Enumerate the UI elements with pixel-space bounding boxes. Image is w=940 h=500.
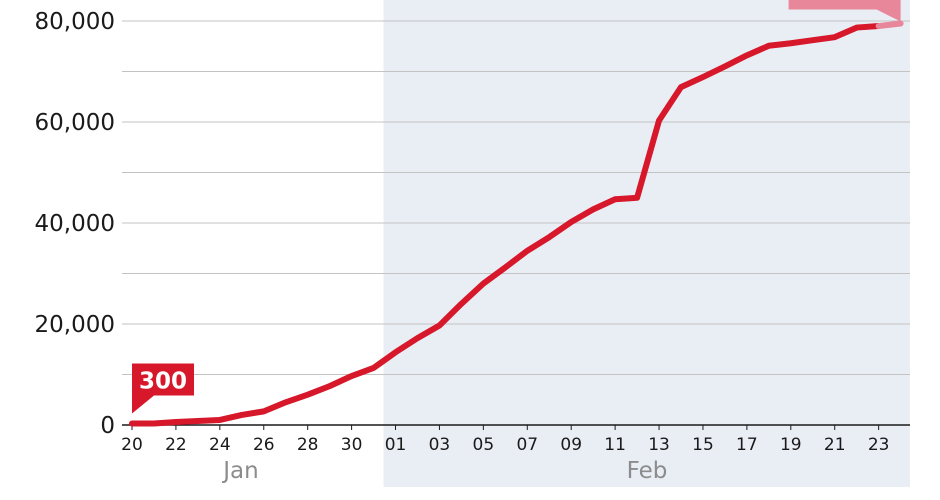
feb-shaded-region — [383, 0, 910, 487]
month-label-jan: Jan — [221, 458, 258, 484]
x-tick-label: 03 — [429, 435, 451, 455]
x-tick-label: 05 — [473, 435, 495, 455]
x-tick-label: 28 — [297, 435, 319, 455]
x-tick-label: 26 — [253, 435, 275, 455]
x-tick-label: 01 — [385, 435, 407, 455]
x-tick-label: 15 — [692, 435, 714, 455]
y-tick-label: 60,000 — [35, 110, 115, 136]
callout-start-value: 300 — [139, 368, 187, 394]
x-tick-label: 09 — [560, 435, 582, 455]
x-tick-label: 19 — [780, 435, 802, 455]
x-tick-label: 30 — [341, 435, 363, 455]
x-tick-label: 07 — [516, 435, 538, 455]
x-tick-label: 13 — [648, 435, 670, 455]
x-tick-label: 11 — [604, 435, 626, 455]
series-line — [129, 23, 882, 427]
y-tick-label: 40,000 — [35, 211, 115, 237]
series-line-latest-segment — [875, 20, 904, 30]
callout-end-bubble — [788, 0, 901, 22]
x-tick-label: 17 — [736, 435, 758, 455]
x-tick-label: 21 — [824, 435, 846, 455]
y-tick-label: 0 — [100, 413, 115, 439]
callout-start-bubble — [132, 363, 194, 414]
y-tick-label: 20,000 — [35, 312, 115, 338]
x-tick-label: 20 — [121, 435, 143, 455]
x-tick-label: 24 — [209, 435, 231, 455]
y-tick-label: 80,000 — [35, 9, 115, 35]
x-tick-label: 22 — [165, 435, 187, 455]
x-tick-label: 23 — [868, 435, 890, 455]
month-label-feb: Feb — [627, 458, 668, 484]
